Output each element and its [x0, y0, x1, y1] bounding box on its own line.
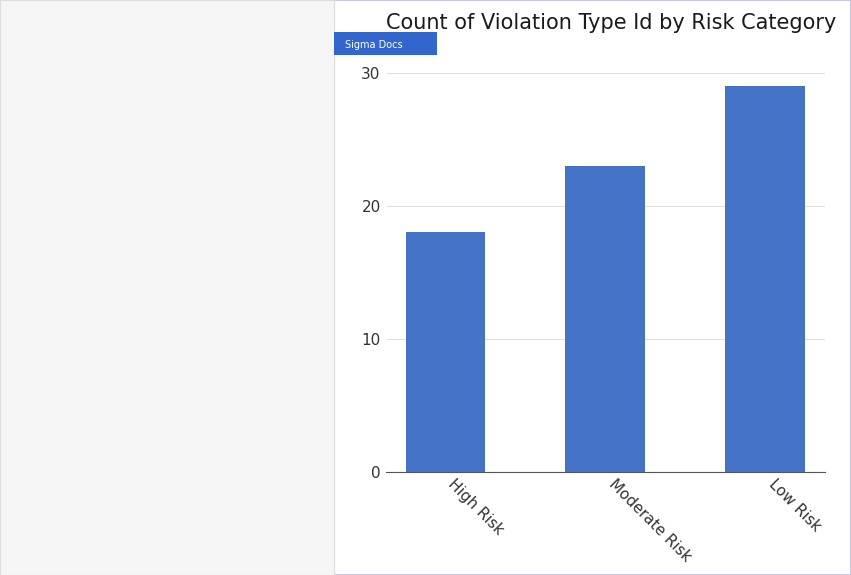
- Bar: [405, 232, 485, 472]
- Bar: [565, 166, 646, 472]
- Text: Sigma Docs: Sigma Docs: [345, 40, 403, 51]
- Text: Count of Violation Type Id by Risk Category: Count of Violation Type Id by Risk Categ…: [386, 13, 836, 33]
- Bar: [725, 86, 805, 471]
